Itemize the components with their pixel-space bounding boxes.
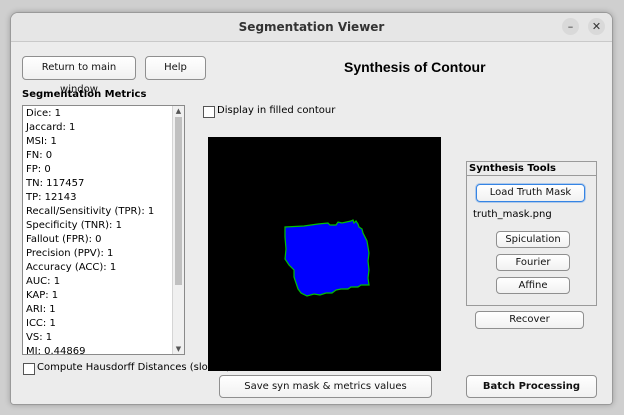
metrics-listbox[interactable]: Dice: 1 Jaccard: 1 MSI: 1 FN: 0 FP: 0 TN: 117… — [22, 105, 185, 355]
metric-list-item[interactable]: MI: 0.44869 — [26, 346, 86, 355]
metrics-scrollbar[interactable]: ▲ ▼ — [172, 106, 184, 354]
spiculation-button[interactable]: Spiculation — [496, 231, 570, 248]
metric-list-item[interactable]: ARI: 1 — [26, 304, 56, 315]
display-filled-label: Display in filled contour — [217, 105, 336, 116]
batch-processing-button[interactable]: Batch Processing — [466, 375, 597, 398]
metric-list-item[interactable]: Fallout (FPR): 0 — [26, 234, 102, 245]
panel-divider — [467, 175, 596, 176]
metrics-title: Segmentation Metrics — [22, 89, 147, 100]
recover-button[interactable]: Recover — [475, 311, 584, 329]
return-to-main-window-button[interactable]: Return to main window — [22, 56, 136, 95]
affine-button[interactable]: Affine — [496, 277, 570, 294]
load-button-label: Load Truth Mask — [489, 187, 572, 198]
help-button-label: Help — [164, 62, 187, 73]
hausdorff-label: Compute Hausdorff Distances (slower) — [37, 362, 231, 373]
fourier-button-label: Fourier — [515, 257, 551, 268]
save-button-label: Save syn mask & metrics values — [244, 381, 407, 392]
mask-filename: truth_mask.png — [473, 209, 552, 220]
segmentation-viewer-window: Segmentation Viewer – ✕ Return to main w… — [10, 12, 613, 405]
window-title: Segmentation Viewer — [238, 20, 385, 34]
metric-list-item[interactable]: AUC: 1 — [26, 276, 61, 287]
main-content: Return to main window Help Synthesis of … — [11, 42, 612, 404]
save-syn-mask-button[interactable]: Save syn mask & metrics values — [219, 375, 432, 398]
scroll-down-arrow-icon[interactable]: ▼ — [175, 345, 182, 353]
segmentation-mask-image — [284, 219, 370, 297]
metric-list-item[interactable]: Dice: 1 — [26, 108, 62, 119]
return-button-label: Return to main window — [41, 62, 117, 95]
page-title: Synthesis of Contour — [344, 59, 486, 75]
scroll-thumb[interactable] — [175, 117, 182, 285]
minimize-button[interactable]: – — [562, 18, 579, 35]
display-filled-checkbox[interactable] — [203, 106, 215, 118]
recover-button-label: Recover — [509, 314, 550, 325]
synthesis-tools-title: Synthesis Tools — [469, 163, 556, 174]
metric-list-item[interactable]: MSI: 1 — [26, 136, 57, 147]
scroll-up-arrow-icon[interactable]: ▲ — [175, 107, 182, 115]
metric-list-item[interactable]: KAP: 1 — [26, 290, 59, 301]
metric-list-item[interactable]: TN: 117457 — [26, 178, 85, 189]
mask-region — [284, 219, 370, 297]
mask-canvas — [208, 137, 441, 371]
metric-list-item[interactable]: TP: 12143 — [26, 192, 77, 203]
metric-list-item[interactable]: ICC: 1 — [26, 318, 56, 329]
metric-list-item[interactable]: Specificity (TNR): 1 — [26, 220, 122, 231]
metric-list-item[interactable]: FN: 0 — [26, 150, 53, 161]
help-button[interactable]: Help — [145, 56, 206, 80]
hausdorff-checkbox[interactable] — [23, 363, 35, 375]
metrics-list: Dice: 1 Jaccard: 1 MSI: 1 FN: 0 FP: 0 TN: 117… — [26, 107, 170, 355]
metric-list-item[interactable]: Accuracy (ACC): 1 — [26, 262, 117, 273]
metric-list-item[interactable]: Precision (PPV): 1 — [26, 248, 114, 259]
title-bar[interactable]: Segmentation Viewer – ✕ — [11, 13, 612, 42]
metric-list-item[interactable]: Recall/Sensitivity (TPR): 1 — [26, 206, 155, 217]
metric-list-item[interactable]: Jaccard: 1 — [26, 122, 76, 133]
affine-button-label: Affine — [518, 280, 548, 291]
batch-button-label: Batch Processing — [482, 381, 581, 392]
synthesis-tools-panel: Synthesis Tools Load Truth Mask truth_ma… — [466, 161, 597, 306]
close-button[interactable]: ✕ — [588, 18, 605, 35]
spiculation-button-label: Spiculation — [505, 234, 561, 245]
fourier-button[interactable]: Fourier — [496, 254, 570, 271]
metric-list-item[interactable]: FP: 0 — [26, 164, 51, 175]
metric-list-item[interactable]: VS: 1 — [26, 332, 53, 343]
load-truth-mask-button[interactable]: Load Truth Mask — [476, 184, 585, 202]
